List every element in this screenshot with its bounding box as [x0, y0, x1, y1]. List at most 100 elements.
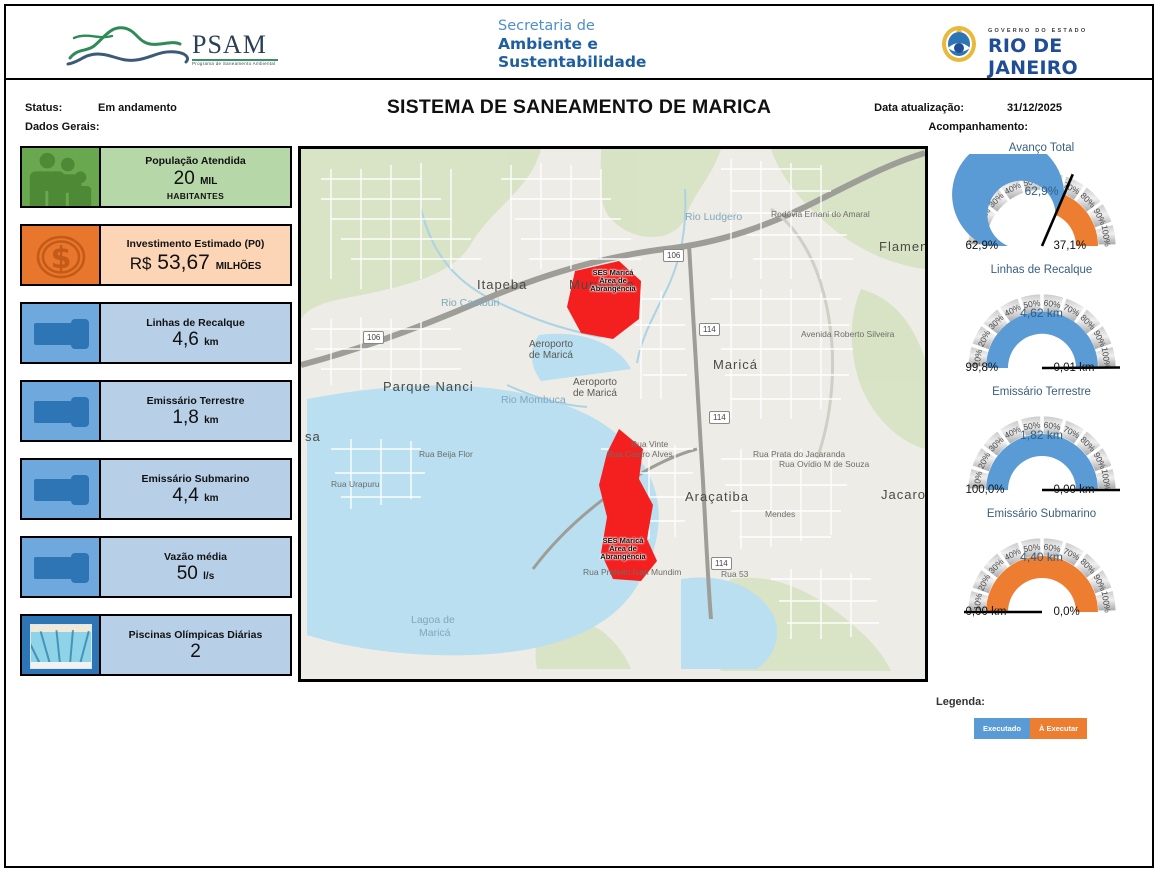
acompanhamento-label: Acompanhamento: [928, 121, 1028, 133]
kpi-icon-tile [22, 538, 101, 596]
update-date-label: Data atualização: [874, 102, 964, 114]
map-place-label: Maricá [713, 357, 759, 372]
kpi-body: Linhas de Recalque 4,6 km [101, 304, 290, 362]
pipe-icon [34, 553, 89, 583]
gauge-dial: 10% 20% 30% 40% 50% 60% 70% 80% 90% 100% 4,40 km … [942, 520, 1142, 624]
ses-area-label-north: SES Maricá Área de Abrangência [573, 269, 653, 293]
svg-text:100%: 100% [1099, 590, 1112, 613]
kpi-icon-tile [22, 460, 101, 518]
kpi-value: 2 [190, 641, 201, 663]
ses-label-line3-s: Abrangência [600, 551, 646, 561]
map-place-label: Mendes [765, 509, 796, 519]
kpi-icon-tile [22, 304, 101, 362]
map-place-label: Rua Prefeito Ivan Mundim [583, 567, 682, 577]
gauge-bottom-right-value: 0,00 km [1053, 484, 1095, 496]
map-place-label: Araçatiba [685, 489, 749, 504]
kpi-currency: R$ [129, 254, 152, 274]
gauge-bottom-right-value: 37,1% [1053, 240, 1087, 252]
kpi-body: Emissário Terrestre 1,8 km [101, 382, 290, 440]
kpi-body: Investimento Estimado (P0) R$ 53,67 MILH… [101, 226, 290, 284]
kpi-card: Emissário Terrestre 1,8 km [20, 380, 292, 442]
secretaria-line-2: Ambiente e [498, 35, 598, 54]
kpi-footnote: HABITANTES [166, 190, 225, 201]
kpi-icon-tile [22, 148, 101, 206]
map-place-label: Aeroporto [573, 377, 617, 388]
ses-label-line1-s: SES Maricá [602, 536, 644, 545]
kpi-card: Vazão média 50 l/s [20, 536, 292, 598]
kpi-icon-tile [22, 382, 101, 440]
kpi-unit: MILHÕES [215, 261, 262, 273]
svg-text:100%: 100% [1099, 346, 1112, 369]
gauge-widget: Emissário Submarino 10% 20% 30% 40% 50% 60% 70… [934, 508, 1149, 624]
legend-chip-executado[interactable]: Executado [974, 718, 1030, 739]
map-place-label: Murubuca [569, 277, 635, 292]
svg-text:10%: 10% [971, 470, 984, 489]
secretaria-line-1: Secretaria de [498, 18, 595, 34]
kpi-title: Vazão média [163, 550, 228, 563]
map-place-label: Lagoa de [411, 614, 455, 626]
header-bar: PSAM Programa de Saneamento Ambiental Se… [6, 6, 1152, 80]
gauge-center-value: 1,82 km [1020, 428, 1063, 442]
map-place-label: Rua 53 [721, 569, 749, 579]
kpi-value: 50 l/s [176, 563, 215, 585]
ses-label-line2-s: Área de [609, 543, 637, 553]
kpi-unit: km [204, 337, 219, 349]
ses-label-line1: SES Maricá [592, 268, 634, 277]
kpi-value: R$ 53,67 MILHÕES [129, 251, 262, 275]
kpi-unit: km [204, 415, 219, 427]
svg-text:$: $ [51, 241, 72, 276]
gauge-title: Emissário Terrestre [992, 386, 1091, 398]
gauge-bottom-left-value: 62,9% [965, 240, 999, 252]
secretaria-logo: Secretaria de Ambiente e Sustentabilidad… [498, 18, 728, 72]
page-title: SISTEMA DE SANEAMENTO DE MARICA [386, 96, 772, 118]
gauge-bottom-left-value: 0,00 km [965, 606, 1007, 618]
gauge-bottom-left-value: 100,0% [965, 484, 1005, 496]
pipe-icon [34, 319, 89, 349]
gauge-bottom-right-value: 0,0% [1053, 606, 1080, 618]
kpi-value: 4,6 km [172, 329, 219, 351]
psam-logo: PSAM Programa de Saneamento Ambiental [64, 18, 284, 70]
psam-wordmark: PSAM [192, 30, 267, 59]
kpi-card: Piscinas Olímpicas Diárias 2 [20, 614, 292, 676]
svg-text:10%: 10% [971, 592, 984, 611]
kpi-unit: l/s [203, 571, 215, 583]
gauge-bottom-left-value: 99,8% [965, 362, 999, 374]
legend-chip-a-executar[interactable]: À Executar [1029, 718, 1088, 739]
kpi-icon-tile [22, 616, 101, 674]
svg-text:60%: 60% [1042, 298, 1061, 311]
map-place-label: Rua Prata do Jacaranda [753, 449, 846, 459]
rj-supertitle: GOVERNO DO ESTADO [988, 28, 1088, 34]
gauge-title: Emissário Submarino [986, 508, 1097, 520]
kpi-card: Linhas de Recalque 4,6 km [20, 302, 292, 364]
map-panel[interactable]: Itapeba Murubuca Maricá Parque Nanci Araçati… [298, 146, 928, 682]
family-icon [29, 152, 92, 206]
kpi-title: Emissário Submarino [141, 472, 250, 485]
map-place-label: Rua Vinte [631, 439, 669, 449]
psam-divider [192, 59, 278, 61]
kpi-title: Piscinas Olímpicas Diárias [128, 628, 263, 641]
map-place-label: Avenida Roberto Silveira [801, 329, 895, 339]
map-place-label: Itapeba [477, 277, 528, 292]
road-shield: 106 [363, 331, 385, 344]
kpi-title: Investimento Estimado (P0) [126, 237, 265, 250]
map-place-label: de Maricá [573, 388, 617, 399]
gauge-widget: Avanço Total 10%20%30%40%50%60%70%80%90%… [934, 142, 1149, 258]
map-place-label: Rua Beija Flor [419, 449, 473, 459]
kpi-value: 4,4 km [172, 485, 219, 507]
svg-text:60%: 60% [1042, 420, 1061, 433]
secretaria-line-3: Sustentabilidade [498, 53, 647, 72]
ses-label-line2: Área de [599, 275, 627, 285]
state-coat-of-arms-icon [942, 26, 976, 62]
road-shield: 114 [699, 323, 720, 336]
svg-text:60%: 60% [1042, 542, 1061, 555]
map-place-label: Rio Mombuca [501, 394, 566, 406]
svg-text:50%: 50% [1022, 541, 1041, 554]
gauge-center-value: 62,9% [1024, 184, 1059, 198]
road-shield: 114 [711, 557, 732, 570]
map-place-label: Rua Castro Alves [607, 449, 673, 459]
kpi-body: Emissário Submarino 4,4 km [101, 460, 290, 518]
map-place-label: de Maricá [529, 350, 573, 361]
svg-text:50%: 50% [1022, 419, 1041, 432]
rj-word-janeiro: JANEIRO [988, 57, 1078, 79]
kpi-card: População Atendida 20 MIL HABITANTES [20, 146, 292, 208]
